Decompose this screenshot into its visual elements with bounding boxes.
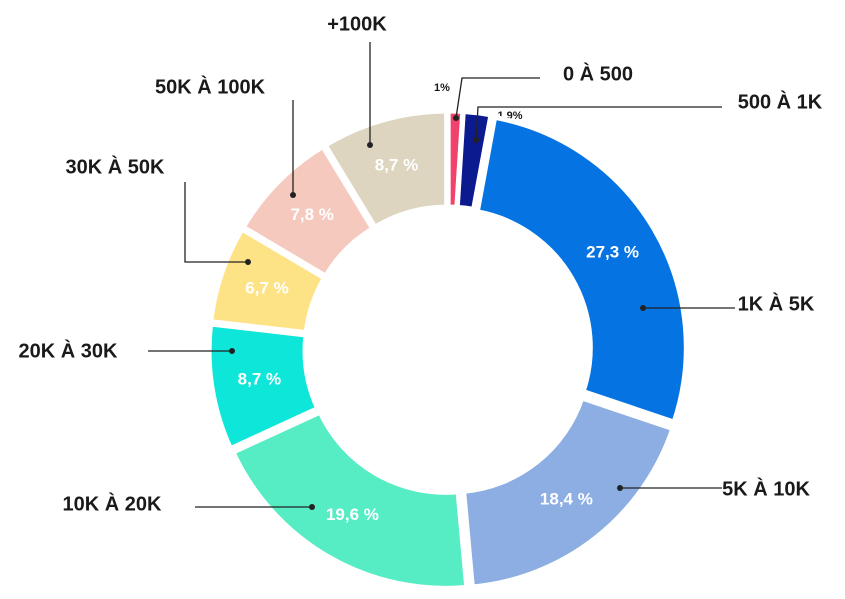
category-label: 20K À 30K	[19, 339, 118, 362]
category-label: 500 À 1K	[738, 90, 823, 113]
leader-dot	[290, 192, 296, 198]
leader-line	[455, 77, 540, 119]
value-label: 6,7 %	[245, 279, 288, 298]
leader-dot	[245, 259, 251, 265]
leader-dot	[473, 137, 479, 143]
leader-dot	[309, 504, 315, 510]
donut-segment	[239, 143, 377, 280]
value-label: 8,7 %	[375, 156, 418, 175]
category-label: 5K À 10K	[722, 477, 810, 500]
leader-dot	[229, 348, 235, 354]
value-label: 8,7 %	[238, 370, 281, 389]
donut-segment	[474, 114, 689, 426]
leader-dot	[367, 142, 373, 148]
leader-dot	[640, 305, 646, 311]
leader-line	[475, 106, 722, 141]
value-label: 18,4 %	[540, 489, 593, 508]
value-label: 7,8 %	[290, 205, 333, 224]
value-label: 19,6 %	[326, 505, 379, 524]
category-label: +100K	[327, 13, 387, 35]
leader-line	[184, 182, 248, 263]
category-label: 10K À 20K	[63, 492, 162, 515]
category-label: 30K À 50K	[66, 155, 165, 178]
leader-dot	[453, 115, 459, 121]
value-label: 1%	[434, 82, 450, 94]
leader-dot	[617, 485, 623, 491]
value-label: 27,3 %	[586, 243, 639, 262]
category-label: 0 À 500	[563, 62, 633, 85]
category-label: 50K À 100K	[155, 75, 266, 98]
donut-segment	[229, 408, 470, 591]
donut-segment	[321, 108, 450, 231]
donut-segment	[454, 108, 494, 213]
donut-segment	[460, 394, 677, 590]
category-label: 1K À 5K	[738, 292, 815, 315]
